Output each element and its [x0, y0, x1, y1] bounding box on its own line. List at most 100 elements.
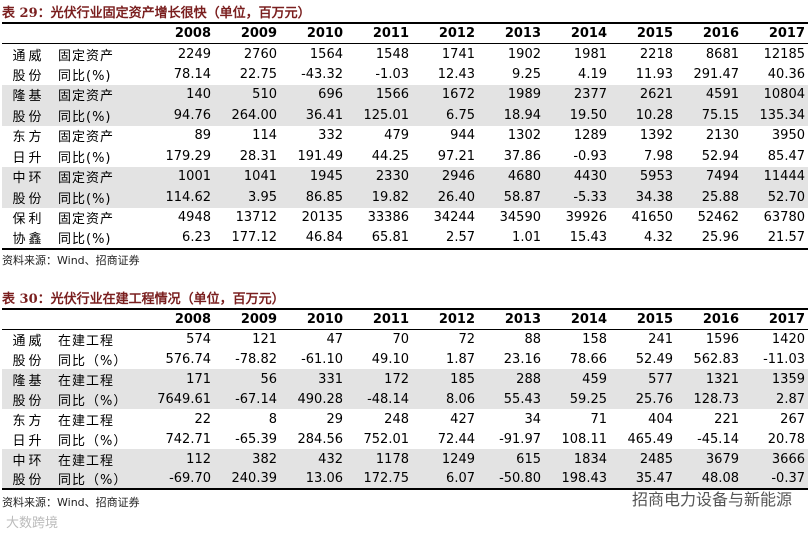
header-cell: 2011: [346, 23, 412, 44]
table-cell: 1420: [771, 331, 805, 347]
table-cell: 41650: [631, 210, 673, 226]
table-cell: 20.78: [767, 431, 805, 447]
table-cell: 同比（%）: [55, 389, 148, 409]
table-cell: -1.03: [375, 66, 409, 82]
table-cell: 742.71: [165, 431, 212, 447]
table-cell: 隆基: [2, 369, 55, 389]
table-cell: 26.40: [412, 187, 478, 208]
header-cell: [55, 23, 148, 44]
table-cell: 48.08: [676, 469, 742, 489]
table-cell: 同比(%): [58, 68, 112, 84]
header-cell: 2012: [412, 23, 478, 44]
table-cell: 37.86: [503, 148, 541, 164]
header-cell: 2010: [280, 23, 346, 44]
table-cell: 71: [590, 411, 607, 427]
header-cell: 2017: [742, 309, 808, 330]
table-cell: 56: [214, 369, 280, 389]
table-row: 股份 同比(%) 94.76 264.00 36.41 125.01 6.75 18.94 19…: [2, 105, 808, 126]
table-cell: 331: [280, 369, 346, 389]
table-cell: 46.84: [305, 230, 343, 246]
table-cell: 固定资产: [55, 84, 148, 105]
table-cell: 284.56: [297, 431, 344, 447]
table-cell: 55.43: [478, 389, 544, 409]
table-cell: 177.12: [231, 230, 278, 246]
table-cell: 86.85: [280, 187, 346, 208]
table-cell: 1289: [573, 128, 607, 144]
table-cell: 59.25: [544, 389, 610, 409]
table-cell: 576.74: [165, 351, 212, 367]
table-cell: 20135: [301, 210, 343, 226]
header-row: 2008 2009 2010 2011 2012 2013 2014 2015 2016 2017: [2, 23, 808, 44]
table-cell: 94.76: [148, 105, 214, 126]
table-cell: 28.31: [239, 148, 277, 164]
table-cell: 1359: [742, 369, 808, 389]
table-cell: 140: [148, 84, 214, 105]
table-cell: 382: [214, 449, 280, 469]
table-cell: 72.44: [437, 431, 475, 447]
table-cell: 隆基: [2, 84, 55, 105]
table-cell: 179.29: [165, 148, 212, 164]
table-cell: -67.14: [214, 389, 280, 409]
table-row: 日升 同比(%) 179.29 28.31 191.49 44.25 97.21 37.86 -…: [2, 146, 808, 167]
table-cell: 332: [318, 128, 343, 144]
table-cell: 19.50: [544, 105, 610, 126]
header-cell: 2011: [346, 309, 412, 330]
watermark: 招商电力设备与新能源: [631, 490, 792, 509]
table-cell: 3666: [742, 449, 808, 469]
header-cell: 2008: [148, 23, 214, 44]
table-cell: 490.28: [280, 389, 346, 409]
table-cell: 221: [714, 411, 739, 427]
header-cell: [2, 23, 55, 44]
table-cell: 404: [648, 411, 673, 427]
table-cell: 2330: [346, 166, 412, 187]
table-cell: 13.06: [280, 469, 346, 489]
table-cell: -69.70: [148, 469, 214, 489]
table-cell: 固定资产: [58, 48, 115, 64]
table-cell: 固定资产: [58, 212, 115, 228]
table-cell: 1566: [346, 84, 412, 105]
table-cell: 6.75: [412, 105, 478, 126]
table-cell: -48.14: [346, 389, 412, 409]
table-cell: -78.82: [235, 351, 277, 367]
table-cell: -11.03: [763, 351, 805, 367]
header-cell: 2012: [412, 309, 478, 330]
table-cell: 同比（%）: [58, 353, 128, 369]
table-cell: 696: [280, 84, 346, 105]
table-cell: 股份: [2, 389, 55, 409]
table-cell: 6.23: [182, 230, 211, 246]
table-cell: 44.25: [371, 148, 409, 164]
table-cell: 89: [194, 128, 211, 144]
header-cell: 2015: [610, 23, 676, 44]
table-cell: 同比（%）: [58, 433, 128, 449]
header-row: 2008 2009 2010 2011 2012 2013 2014 2015 2016 2017: [2, 309, 808, 330]
table-cell: 15.43: [569, 230, 607, 246]
table-row: 通威 在建工程 574 121 47 70 72 88 158 241 1596 1420: [2, 329, 808, 349]
table-cell: 中环: [2, 449, 55, 469]
data-table: 2008 2009 2010 2011 2012 2013 2014 2015 2016 2017…: [2, 308, 808, 490]
table-row: 通威 固定资产 2249 2760 1564 1548 1741 1902 1981 2218 86…: [2, 44, 808, 65]
table-cell: 23.16: [503, 351, 541, 367]
table-cell: 248: [384, 411, 409, 427]
header-cell: 2013: [478, 23, 544, 44]
table-cell: 615: [478, 449, 544, 469]
table-cell: 125.01: [346, 105, 412, 126]
table-cell: 75.15: [676, 105, 742, 126]
table-row: 中环 固定资产 1001 1041 1945 2330 2946 4680 4430 5953 74…: [2, 166, 808, 187]
header-cell: 2017: [742, 23, 808, 44]
table-cell: 34590: [499, 210, 541, 226]
table-cell: 97.21: [437, 148, 475, 164]
table-row: 保利 固定资产 4948 13712 20135 33386 34244 34590 39926…: [2, 208, 808, 229]
table-cell: -50.80: [478, 469, 544, 489]
table-cell: 112: [148, 449, 214, 469]
table-cell: 1249: [412, 449, 478, 469]
table-row: 股份 同比(%) 78.14 22.75 -43.32 -1.03 12.43 9.25 4.1…: [2, 64, 808, 85]
table-cell: 日升: [12, 433, 45, 449]
table-cell: 34: [524, 411, 541, 427]
table-cell: 4591: [676, 84, 742, 105]
table-cell: 39926: [565, 210, 607, 226]
table-cell: 114.62: [148, 187, 214, 208]
table-cell: 158: [582, 331, 607, 347]
table-cell: -5.33: [544, 187, 610, 208]
table-cell: 752.01: [363, 431, 410, 447]
table-cell: 在建工程: [58, 333, 115, 349]
